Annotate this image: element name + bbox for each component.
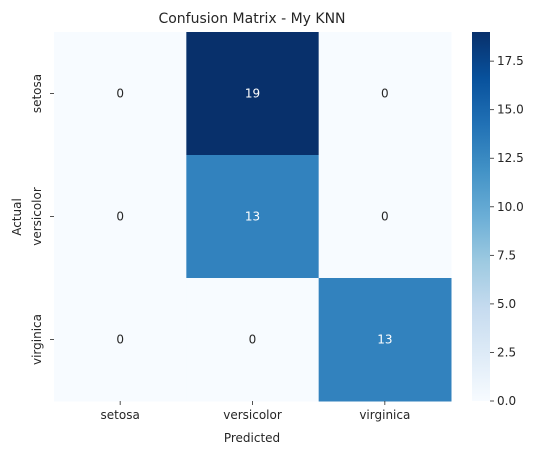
y-tick-label: versicolor xyxy=(30,187,44,246)
y-tick-label: virginica xyxy=(30,314,44,365)
x-tick-label: versicolor xyxy=(223,408,282,422)
colorbar-tick-label: 15.0 xyxy=(497,103,524,117)
y-axis-label: Actual xyxy=(10,198,24,236)
cell-value-label: 0 xyxy=(381,210,389,224)
colorbar-tick-label: 10.0 xyxy=(497,200,524,214)
cell-value-label: 19 xyxy=(245,87,260,101)
colorbar-tick-label: 17.5 xyxy=(497,54,524,68)
cell-value-label: 0 xyxy=(116,210,124,224)
y-tick-label: setosa xyxy=(30,74,44,113)
cell-value-label: 0 xyxy=(116,87,124,101)
colorbar-ticks: 0.0 2.5 5.0 7.5 10.0 12.5 15.0 17.5 xyxy=(490,54,524,408)
x-axis-label: Predicted xyxy=(224,431,280,445)
x-axis-ticks: setosa versicolor virginica xyxy=(101,401,411,422)
x-tick-label: setosa xyxy=(101,408,140,422)
chart-title: Confusion Matrix - My KNN xyxy=(158,11,345,27)
colorbar-tick-label: 0.0 xyxy=(497,394,516,408)
colorbar-tick-label: 12.5 xyxy=(497,151,524,165)
cell-value-label: 13 xyxy=(377,333,392,347)
cell-value-label: 0 xyxy=(249,333,257,347)
cell-value-label: 0 xyxy=(381,87,389,101)
colorbar-tick-label: 2.5 xyxy=(497,345,516,359)
x-tick-label: virginica xyxy=(359,408,410,422)
colorbar-tick-label: 5.0 xyxy=(497,297,516,311)
y-axis-ticks: setosa versicolor virginica xyxy=(30,74,54,365)
cell-value-label: 0 xyxy=(116,333,124,347)
colorbar xyxy=(472,32,490,401)
colorbar-tick-label: 7.5 xyxy=(497,248,516,262)
cell-value-label: 13 xyxy=(245,210,260,224)
